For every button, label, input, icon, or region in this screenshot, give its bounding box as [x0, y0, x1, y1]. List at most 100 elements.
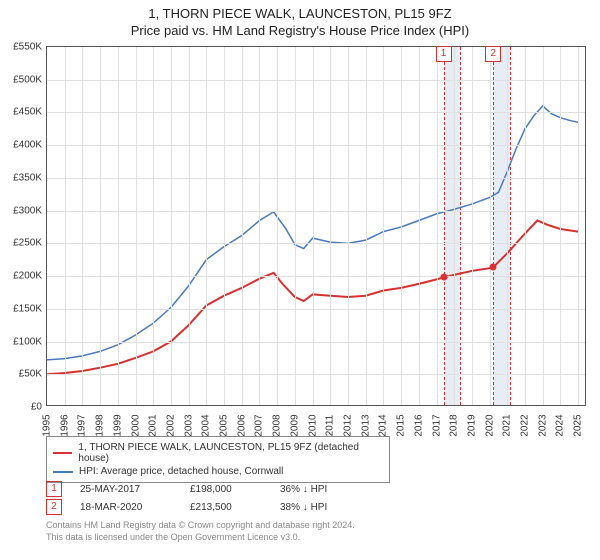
- gridline-h: [47, 309, 585, 310]
- gridline-v: [313, 47, 314, 405]
- legend-row: HPI: Average price, detached house, Corn…: [53, 465, 383, 478]
- gridline-v: [224, 47, 225, 405]
- gridline-v: [525, 47, 526, 405]
- gridline-h: [47, 243, 585, 244]
- x-tick-label: 1998: [95, 414, 106, 436]
- x-tick-label: 2003: [183, 414, 194, 436]
- y-tick-label: £150K: [2, 303, 42, 314]
- sale-flag: 1: [46, 481, 62, 497]
- y-tick-label: £200K: [2, 271, 42, 282]
- x-tick-label: 2011: [325, 415, 336, 437]
- gridline-v: [242, 47, 243, 405]
- x-tick-label: 2008: [272, 414, 283, 436]
- gridline-v: [153, 47, 154, 405]
- x-tick-label: 2001: [148, 414, 159, 436]
- gridline-h: [47, 80, 585, 81]
- x-tick-label: 2004: [201, 414, 212, 436]
- marker-flag: 1: [436, 46, 452, 62]
- x-tick-label: 2015: [396, 414, 407, 436]
- y-tick-label: £550K: [2, 42, 42, 53]
- y-tick-label: £0: [2, 402, 42, 413]
- sale-delta: 36% ↓ HPI: [280, 484, 390, 495]
- x-tick-label: 1995: [42, 414, 53, 436]
- x-tick-label: 2017: [431, 414, 442, 436]
- x-tick-label: 2000: [130, 414, 141, 436]
- gridline-v: [578, 47, 579, 405]
- legend-swatch: [53, 471, 73, 473]
- lines-svg: [47, 47, 587, 407]
- x-tick-label: 2005: [219, 414, 230, 436]
- gridline-v: [277, 47, 278, 405]
- sales-table: 125-MAY-2017£198,00036% ↓ HPI218-MAR-202…: [46, 480, 390, 516]
- gridline-v: [454, 47, 455, 405]
- sale-dot: [440, 274, 447, 281]
- x-tick-label: 2024: [555, 414, 566, 436]
- gridline-h: [47, 211, 585, 212]
- gridline-v: [206, 47, 207, 405]
- y-tick-label: £500K: [2, 74, 42, 85]
- x-tick-label: 2019: [466, 414, 477, 436]
- chart-title: 1, THORN PIECE WALK, LAUNCESTON, PL15 9F…: [0, 6, 600, 21]
- footer-line-2: This data is licensed under the Open Gov…: [46, 532, 355, 544]
- sale-price: £198,000: [190, 484, 280, 495]
- sale-price: £213,500: [190, 502, 280, 513]
- gridline-h: [47, 145, 585, 146]
- gridline-v: [560, 47, 561, 405]
- gridline-h: [47, 112, 585, 113]
- gridline-v: [543, 47, 544, 405]
- legend-label: 1, THORN PIECE WALK, LAUNCESTON, PL15 9F…: [78, 442, 383, 464]
- gridline-h: [47, 178, 585, 179]
- gridline-v: [472, 47, 473, 405]
- x-tick-label: 2010: [307, 414, 318, 436]
- gridline-h: [47, 276, 585, 277]
- sale-delta: 38% ↓ HPI: [280, 502, 390, 513]
- gridline-v: [259, 47, 260, 405]
- legend: 1, THORN PIECE WALK, LAUNCESTON, PL15 9F…: [46, 436, 390, 483]
- gridline-v: [348, 47, 349, 405]
- x-tick-label: 2022: [520, 414, 531, 436]
- x-tick-label: 2009: [289, 414, 300, 436]
- y-tick-label: £400K: [2, 140, 42, 151]
- gridline-v: [330, 47, 331, 405]
- y-tick-label: £100K: [2, 336, 42, 347]
- x-tick-label: 2025: [573, 414, 584, 436]
- sales-row: 1 25-MAY-2017£198,00036% ↓ HPI: [46, 480, 390, 498]
- x-tick-label: 2023: [537, 414, 548, 436]
- gridline-h: [47, 374, 585, 375]
- y-tick-label: £450K: [2, 107, 42, 118]
- x-tick-label: 1997: [77, 414, 88, 436]
- x-tick-label: 2013: [360, 414, 371, 436]
- x-tick-label: 2002: [165, 414, 176, 436]
- x-tick-label: 2006: [236, 414, 247, 436]
- legend-row: 1, THORN PIECE WALK, LAUNCESTON, PL15 9F…: [53, 441, 383, 465]
- sale-dot: [490, 264, 497, 271]
- gridline-h: [47, 342, 585, 343]
- x-tick-label: 2021: [502, 414, 513, 436]
- x-tick-label: 2012: [342, 414, 353, 436]
- title-block: 1, THORN PIECE WALK, LAUNCESTON, PL15 9F…: [0, 0, 600, 38]
- chart-area: £0£50K£100K£150K£200K£250K£300K£350K£400…: [46, 46, 586, 406]
- gridline-v: [490, 47, 491, 405]
- x-tick-label: 1996: [59, 414, 70, 436]
- gridline-v: [82, 47, 83, 405]
- gridline-v: [437, 47, 438, 405]
- gridline-v: [295, 47, 296, 405]
- gridline-v: [507, 47, 508, 405]
- x-tick-label: 2018: [449, 414, 460, 436]
- sale-date: 25-MAY-2017: [80, 484, 190, 495]
- legend-label: HPI: Average price, detached house, Corn…: [79, 466, 283, 477]
- chart-container: 1, THORN PIECE WALK, LAUNCESTON, PL15 9F…: [0, 0, 600, 560]
- x-tick-label: 1999: [112, 414, 123, 436]
- gridline-v: [383, 47, 384, 405]
- x-tick-label: 2016: [413, 414, 424, 436]
- x-tick-label: 2014: [378, 414, 389, 436]
- y-tick-label: £250K: [2, 238, 42, 249]
- x-tick-label: 2020: [484, 414, 495, 436]
- gridline-v: [136, 47, 137, 405]
- gridline-v: [118, 47, 119, 405]
- gridline-v: [401, 47, 402, 405]
- footer: Contains HM Land Registry data © Crown c…: [46, 520, 355, 543]
- x-tick-label: 2007: [254, 414, 265, 436]
- gridline-v: [189, 47, 190, 405]
- plot: £0£50K£100K£150K£200K£250K£300K£350K£400…: [46, 46, 586, 406]
